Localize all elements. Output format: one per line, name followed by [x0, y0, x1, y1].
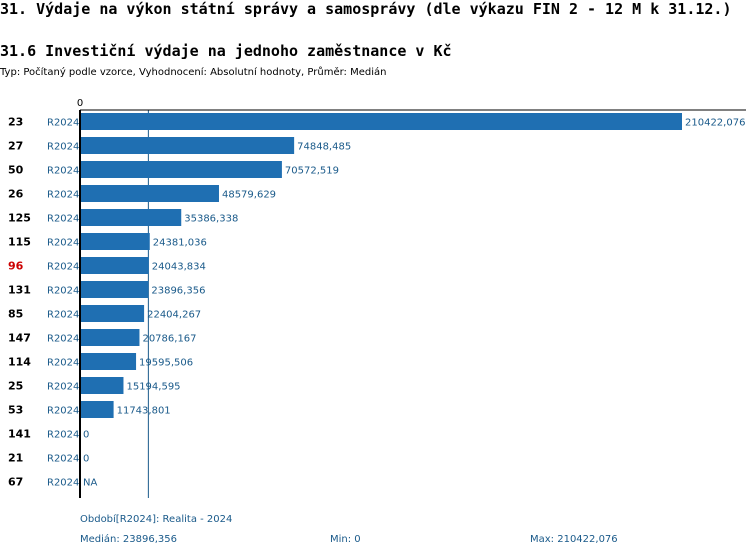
category-label: 53: [8, 404, 23, 417]
data-label: NA: [83, 478, 97, 489]
bar: [80, 353, 137, 370]
period-label: R2024: [47, 358, 79, 369]
data-label: 48579,629: [222, 190, 276, 201]
period-label: R2024: [47, 142, 79, 153]
period-label: R2024: [47, 310, 79, 321]
data-label: 70572,519: [285, 166, 339, 177]
period-label: R2024: [47, 238, 79, 249]
period-label: R2024: [47, 454, 79, 465]
bar: [80, 401, 114, 418]
period-label: R2024: [47, 430, 79, 441]
page-title: 31. Výdaje na výkon státní správy a samo…: [0, 0, 732, 18]
data-label: 15194,595: [126, 382, 180, 393]
period-label: R2024: [47, 166, 79, 177]
data-label: 11743,801: [117, 406, 171, 417]
category-label: 67: [8, 476, 23, 489]
footer-max: Max: 210422,076: [530, 534, 618, 545]
bar: [80, 233, 150, 250]
bar: [80, 281, 149, 298]
bar: [80, 113, 682, 130]
category-label: 115: [8, 236, 31, 249]
category-label: 114: [8, 356, 31, 369]
data-label: 74848,485: [297, 142, 351, 153]
bar: [80, 329, 140, 346]
footer-min: Min: 0: [330, 534, 361, 545]
bar: [80, 161, 282, 178]
period-label: R2024: [47, 190, 79, 201]
period-label: R2024: [47, 262, 79, 273]
category-label: 26: [8, 188, 24, 201]
data-label: 22404,267: [147, 310, 201, 321]
chart-description: Typ: Počítaný podle vzorce, Vyhodnocení:…: [0, 67, 387, 78]
period-label: R2024: [47, 478, 79, 489]
data-label: 210422,076: [685, 118, 745, 129]
bar: [80, 257, 149, 274]
category-label: 21: [8, 452, 23, 465]
period-label: R2024: [47, 286, 79, 297]
period-label: R2024: [47, 214, 79, 225]
footer-period: Období[R2024]: Realita - 2024: [80, 514, 233, 525]
period-label: R2024: [47, 382, 79, 393]
axis-zero-label: 0: [77, 98, 83, 109]
category-label: 147: [8, 332, 31, 345]
data-label: 24043,834: [152, 262, 206, 273]
period-label: R2024: [47, 118, 79, 129]
bar: [80, 137, 295, 154]
data-label: 19595,506: [139, 358, 193, 369]
data-label: 23896,356: [151, 286, 205, 297]
data-label: 20786,167: [142, 334, 196, 345]
period-label: R2024: [47, 334, 79, 345]
data-label: 24381,036: [153, 238, 207, 249]
category-label: 141: [8, 428, 31, 441]
category-label: 131: [8, 284, 31, 297]
period-label: R2024: [47, 406, 79, 417]
category-label: 27: [8, 140, 23, 153]
data-label: 0: [83, 430, 89, 441]
data-label: 35386,338: [184, 214, 238, 225]
category-label: 50: [8, 164, 24, 177]
footer-median: Medián: 23896,356: [80, 534, 177, 545]
bar: [80, 305, 145, 322]
category-label: 96: [8, 260, 24, 273]
chart-title: 31.6 Investiční výdaje na jednoho zaměst…: [0, 42, 452, 60]
category-label: 25: [8, 380, 23, 393]
bar: [80, 209, 182, 226]
category-label: 23: [8, 116, 23, 129]
bar: [80, 377, 124, 394]
category-label: 125: [8, 212, 31, 225]
category-label: 85: [8, 308, 23, 321]
data-label: 0: [83, 454, 89, 465]
bar: [80, 185, 219, 202]
